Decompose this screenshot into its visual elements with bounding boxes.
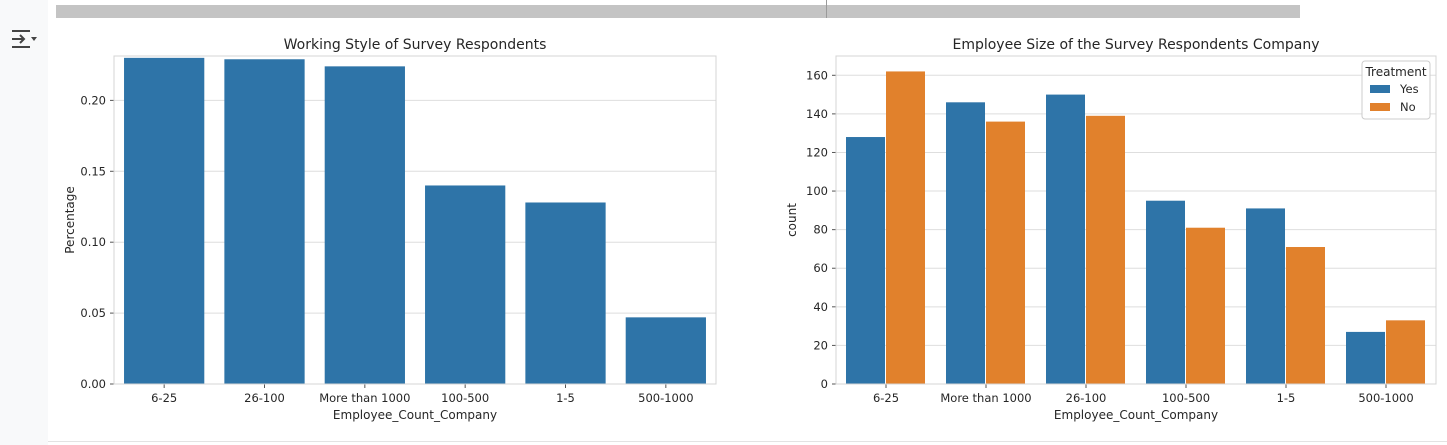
x-tick-label: 26-100 xyxy=(1066,391,1107,405)
horizontal-scrollbar[interactable] xyxy=(56,5,1300,18)
bar-yes-5 xyxy=(1346,331,1385,384)
y-tick-label: 160 xyxy=(806,68,828,82)
chart-title: Working Style of Survey Respondents xyxy=(284,37,547,53)
y-tick-label: 0.15 xyxy=(80,164,106,178)
bar-no-5 xyxy=(1386,320,1425,384)
y-tick-label: 140 xyxy=(806,107,828,121)
bar-no-2 xyxy=(1086,115,1125,384)
x-tick-label: 26-100 xyxy=(244,391,285,405)
bar-yes-3 xyxy=(1146,200,1185,384)
x-tick-label: 1-5 xyxy=(556,391,575,405)
y-tick-label: 0.05 xyxy=(80,306,106,320)
y-tick-label: 0.20 xyxy=(80,93,106,107)
y-tick-label: 0.00 xyxy=(80,377,106,391)
x-tick-label: 500-1000 xyxy=(638,391,693,405)
x-tick-label: More than 1000 xyxy=(940,391,1031,405)
x-axis-label: Employee_Count_Company xyxy=(333,408,497,422)
y-tick-label: 80 xyxy=(813,223,828,237)
x-tick-label: 100-500 xyxy=(1162,391,1210,405)
output-bottom-border xyxy=(48,441,1447,442)
bar-2 xyxy=(324,66,405,384)
y-axis-label: Percentage xyxy=(63,186,77,254)
y-tick-label: 0 xyxy=(821,377,828,391)
bar-no-4 xyxy=(1286,247,1325,384)
y-tick-label: 20 xyxy=(813,338,828,352)
bar-5 xyxy=(625,317,706,384)
bar-yes-0 xyxy=(846,137,885,384)
bar-no-1 xyxy=(986,121,1025,384)
x-tick-label: 6-25 xyxy=(151,391,177,405)
y-tick-label: 40 xyxy=(813,300,828,314)
y-tick-label: 0.10 xyxy=(80,235,106,249)
y-tick-label: 120 xyxy=(806,145,828,159)
y-tick-label: 100 xyxy=(806,184,828,198)
y-tick-label: 60 xyxy=(813,261,828,275)
bar-4 xyxy=(525,202,606,384)
plot-frame xyxy=(113,55,717,385)
cell-gutter xyxy=(0,0,48,445)
bar-0 xyxy=(124,57,205,384)
chart-working-style: 0.00 0.05 0.10 0.15 0.20 6-25 26-100 More than … xyxy=(63,37,717,422)
legend-label-no: No xyxy=(1400,100,1416,114)
legend-title: Treatment xyxy=(1364,65,1426,79)
legend-swatch-yes xyxy=(1370,85,1390,93)
x-tick-label: 100-500 xyxy=(441,391,489,405)
bar-3 xyxy=(425,185,506,384)
legend-label-yes: Yes xyxy=(1399,82,1419,96)
plot-area xyxy=(114,56,716,384)
y-axis-label: count xyxy=(785,203,799,237)
chart-title: Employee Size of the Survey Respondents … xyxy=(952,37,1319,53)
output-toggle-icon[interactable] xyxy=(9,27,39,53)
bar-yes-1 xyxy=(946,102,985,385)
legend-swatch-no xyxy=(1370,103,1390,111)
bar-no-0 xyxy=(886,71,925,384)
x-tick-label: 500-1000 xyxy=(1358,391,1413,405)
x-tick-label: 6-25 xyxy=(873,391,899,405)
bar-no-3 xyxy=(1186,227,1225,384)
x-tick-label: 1-5 xyxy=(1277,391,1296,405)
bar-yes-2 xyxy=(1046,94,1085,385)
bar-1 xyxy=(224,59,305,384)
bar-yes-4 xyxy=(1246,208,1285,384)
plot-frame xyxy=(835,55,1437,385)
chart-employee-size: 0 20 40 60 80 100 120 140 160 6-25 More than 1000 2… xyxy=(785,37,1437,422)
plot-area xyxy=(836,56,1436,384)
x-axis-label: Employee_Count_Company xyxy=(1054,408,1218,422)
scrollbar-divider xyxy=(826,0,827,18)
x-tick-label: More than 1000 xyxy=(319,391,410,405)
